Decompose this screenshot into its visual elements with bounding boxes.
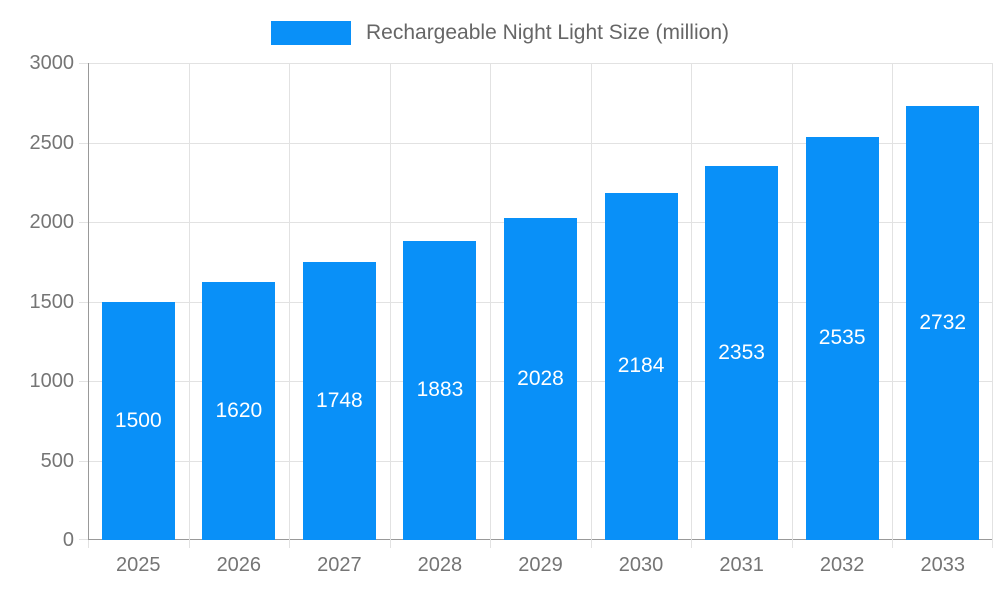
- y-axis-tick-label: 500: [40, 449, 74, 472]
- x-axis-tick: [992, 540, 993, 548]
- bar-value-label: 1748: [316, 389, 363, 413]
- bar-2031: 2353: [705, 165, 779, 540]
- vertical-gridline: [792, 63, 793, 540]
- bar-2025: 1500: [101, 301, 175, 540]
- y-axis-tick: [79, 222, 88, 223]
- y-axis-tick-label: 2000: [29, 211, 75, 233]
- vertical-gridline: [189, 63, 190, 540]
- x-axis-category-label: 2029: [518, 554, 563, 576]
- y-axis-tick: [79, 142, 88, 144]
- bar-value-label: 2028: [517, 366, 564, 390]
- x-axis-category-label: 2032: [819, 554, 865, 576]
- bar-2028: 1883: [403, 240, 477, 540]
- vertical-gridline: [390, 63, 391, 540]
- bar-value-label: 2535: [818, 326, 866, 350]
- vertical-gridline: [490, 63, 491, 540]
- bar-2027: 1748: [302, 262, 376, 540]
- vertical-gridline: [892, 63, 893, 540]
- y-axis-tick: [79, 381, 88, 382]
- x-axis-tick: [490, 540, 491, 548]
- vertical-gridline: [691, 63, 692, 540]
- bar-2026: 1620: [202, 282, 276, 540]
- bar-2033: 2732: [906, 105, 980, 540]
- y-axis-tick: [79, 301, 88, 303]
- horizontal-gridline: [88, 63, 993, 64]
- horizontal-gridline: [88, 142, 993, 144]
- vertical-gridline: [591, 63, 592, 540]
- y-axis-tick-label: 2500: [29, 131, 75, 154]
- vertical-gridline: [992, 63, 993, 540]
- x-axis-tick: [591, 540, 592, 548]
- y-axis-tick-label: 1000: [29, 370, 75, 392]
- x-axis-category-label: 2027: [317, 554, 362, 576]
- y-axis-tick: [79, 460, 88, 462]
- plot-area: 0 500 1000 1500 2000 2500 3000 1500 1620 1748 1883…: [30, 52, 993, 576]
- bar-2032: 2535: [805, 136, 879, 540]
- x-axis-tick: [289, 540, 290, 548]
- y-axis-tick-label: 3000: [29, 52, 75, 74]
- x-axis-category-label: 2026: [216, 554, 262, 576]
- bar-2030: 2184: [604, 192, 678, 540]
- bar-value-label: 2353: [718, 340, 765, 364]
- x-axis-tick: [792, 540, 793, 548]
- y-axis-tick: [79, 539, 88, 540]
- y-axis-tick-label: 0: [62, 529, 74, 551]
- bar-value-label: 1500: [114, 408, 162, 432]
- x-axis-tick: [88, 540, 89, 548]
- x-axis-tick: [892, 540, 893, 548]
- bar-value-label: 2732: [919, 310, 967, 334]
- bar-value-label: 2184: [617, 354, 665, 378]
- x-axis-category-label: 2031: [719, 554, 764, 576]
- y-axis-line: [88, 63, 89, 540]
- x-axis-tick: [189, 540, 190, 548]
- bar-value-label: 1883: [416, 378, 464, 402]
- x-axis-tick: [390, 540, 391, 548]
- x-axis-category-label: 2025: [116, 554, 161, 576]
- x-axis-tick: [691, 540, 692, 548]
- legend-label: Rechargeable Night Light Size (million): [365, 21, 729, 44]
- y-axis-tick: [79, 63, 88, 64]
- y-axis-tick-label: 1500: [29, 290, 75, 313]
- x-axis-category-label: 2033: [920, 554, 965, 576]
- legend-item[interactable]: Rechargeable Night Light Size (million): [0, 19, 1000, 47]
- vertical-gridline: [289, 63, 290, 540]
- x-axis-category-label: 2030: [618, 554, 664, 576]
- bar-2029: 2028: [504, 217, 577, 540]
- x-axis-category-label: 2028: [417, 554, 463, 576]
- bar-value-label: 1620: [215, 399, 263, 423]
- legend-swatch-icon: [270, 21, 351, 45]
